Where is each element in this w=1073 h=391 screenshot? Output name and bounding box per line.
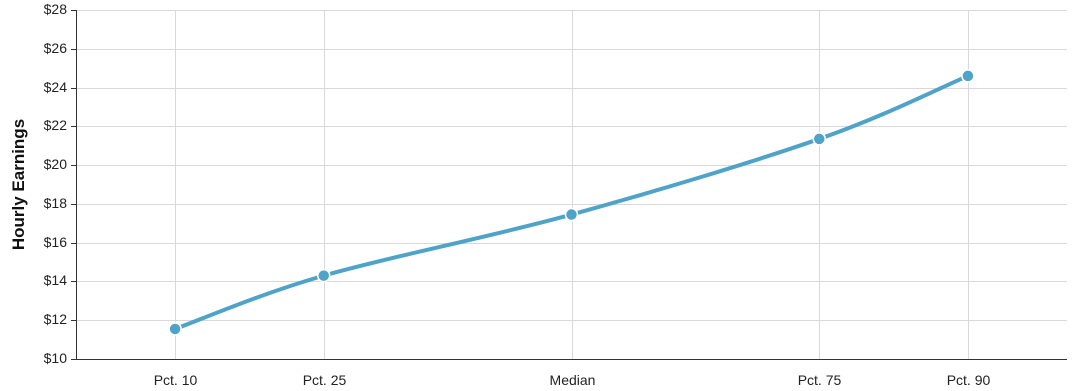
data-point[interactable] (317, 268, 331, 283)
y-tick-label: $16 (44, 234, 68, 250)
tick-labels: $10 $12 $14 $16 $18 $20 $22 $24 $26 $28 Pct. 10 Pct… (44, 1, 991, 388)
axes (71, 10, 1067, 360)
y-tick-label: $12 (44, 311, 68, 327)
x-tick-label: Pct. 25 (303, 372, 347, 388)
y-tick-label: $26 (44, 40, 68, 56)
data-point[interactable] (564, 207, 579, 222)
y-tick-label: $14 (44, 272, 68, 288)
y-tick-label: $28 (44, 1, 68, 17)
series-line-hourly-earnings (173, 73, 970, 331)
y-axis-title: Hourly Earnings (9, 119, 28, 250)
y-tick-label: $10 (44, 350, 68, 366)
series-layer (168, 69, 975, 336)
y-tick-label: $24 (44, 79, 68, 95)
data-point[interactable] (168, 322, 182, 336)
x-tick-label: Pct. 10 (154, 372, 198, 388)
x-tick-label: Median (550, 372, 596, 388)
y-tick-label: $18 (44, 195, 68, 211)
x-tick-label: Pct. 75 (798, 372, 842, 388)
grid-lines (76, 10, 1067, 360)
y-tick-label: $20 (44, 156, 68, 172)
y-tick-label: $22 (44, 117, 68, 133)
data-point[interactable] (961, 69, 975, 83)
x-tick-label: Pct. 90 (947, 372, 991, 388)
data-point[interactable] (812, 132, 826, 146)
